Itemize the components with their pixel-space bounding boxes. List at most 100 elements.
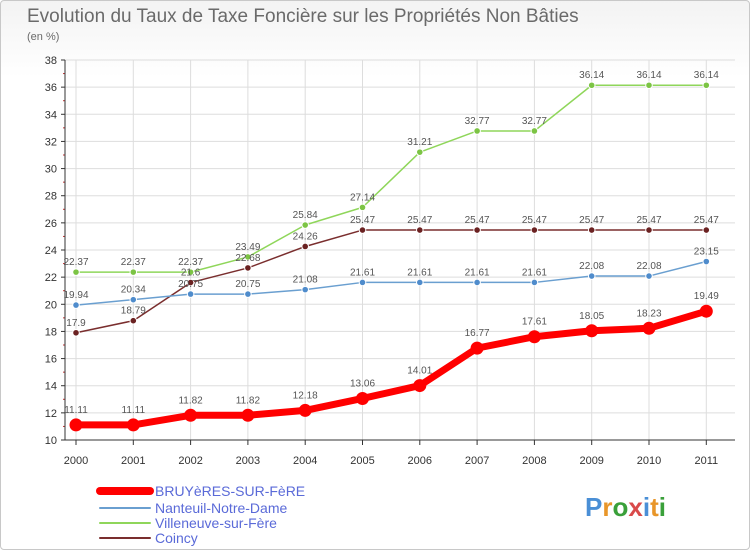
data-label: 18.79 bbox=[121, 306, 146, 317]
data-label: 25.47 bbox=[579, 215, 604, 226]
data-label: 25.47 bbox=[407, 215, 432, 226]
x-tick-label: 2001 bbox=[121, 455, 145, 467]
data-label: 19.94 bbox=[63, 290, 88, 301]
data-label: 25.84 bbox=[293, 210, 318, 221]
x-tick-label: 2003 bbox=[236, 455, 260, 467]
data-label: 11.82 bbox=[236, 395, 261, 406]
logo-letter: P bbox=[585, 492, 602, 522]
x-tick-label: 2000 bbox=[64, 455, 88, 467]
data-label: 22.37 bbox=[63, 257, 88, 268]
data-point bbox=[126, 418, 140, 432]
data-label: 23.15 bbox=[694, 247, 719, 258]
data-label: 27.14 bbox=[350, 192, 375, 203]
y-tick-label: 38 bbox=[45, 55, 57, 67]
data-label: 16.77 bbox=[465, 328, 490, 339]
data-point bbox=[184, 408, 198, 422]
data-point bbox=[129, 268, 138, 276]
y-tick-label: 32 bbox=[45, 136, 57, 148]
logo-letter: x bbox=[628, 492, 643, 522]
data-point bbox=[358, 203, 367, 212]
data-point bbox=[186, 290, 195, 298]
data-label: 19.49 bbox=[694, 291, 719, 302]
series-line bbox=[76, 84, 707, 273]
x-tick-label: 2007 bbox=[465, 455, 489, 467]
data-point bbox=[530, 127, 539, 135]
data-label: 17.61 bbox=[522, 317, 547, 328]
legend-label: Villeneuve-sur-Fère bbox=[155, 515, 277, 531]
y-tick-label: 20 bbox=[45, 299, 57, 311]
data-point bbox=[244, 264, 252, 272]
x-tick-label: 2011 bbox=[694, 455, 718, 467]
y-tick-label: 30 bbox=[45, 164, 57, 176]
axes: 10 12 14 16 18 20 22 24 26 28 30 32 34 36 38 2000 2001 20… bbox=[45, 55, 735, 467]
data-label: 22.08 bbox=[579, 261, 604, 272]
data-point bbox=[129, 295, 138, 304]
data-label: 23.49 bbox=[235, 242, 260, 253]
y-tick-label: 22 bbox=[45, 272, 57, 284]
data-point bbox=[244, 253, 252, 261]
data-label: 17.9 bbox=[66, 318, 86, 329]
x-tick-label: 2005 bbox=[350, 455, 374, 467]
data-label: 32.77 bbox=[522, 116, 547, 127]
y-tick-label: 28 bbox=[45, 191, 57, 203]
logo-letter: t bbox=[650, 492, 659, 522]
data-point bbox=[587, 272, 596, 280]
y-tick-label: 10 bbox=[45, 435, 57, 447]
data-point bbox=[413, 379, 427, 393]
x-tick-label: 2008 bbox=[522, 455, 546, 467]
y-tick-label: 26 bbox=[45, 218, 57, 230]
data-label: 11.82 bbox=[178, 395, 203, 406]
data-label: 18.05 bbox=[579, 311, 604, 322]
data-point bbox=[585, 324, 599, 338]
y-tick-label: 12 bbox=[45, 408, 57, 420]
data-point bbox=[69, 418, 83, 432]
data-point bbox=[702, 81, 711, 90]
x-tick-label: 2006 bbox=[408, 455, 432, 467]
y-tick-label: 34 bbox=[45, 109, 57, 121]
data-label: 11.11 bbox=[64, 405, 88, 416]
data-point bbox=[301, 242, 310, 251]
data-point bbox=[527, 330, 541, 344]
data-point bbox=[702, 226, 711, 234]
data-label: 21.61 bbox=[350, 267, 375, 278]
data-point bbox=[298, 403, 312, 417]
data-point bbox=[416, 278, 424, 287]
chart-unit-label: (en %) bbox=[27, 31, 59, 43]
logo-letter: i bbox=[643, 492, 650, 522]
data-point bbox=[473, 127, 481, 135]
data-point bbox=[587, 226, 596, 234]
data-label: 22.08 bbox=[636, 261, 661, 272]
data-point bbox=[301, 221, 310, 229]
proxiti-logo: Proxiti bbox=[585, 492, 666, 522]
data-point bbox=[358, 278, 367, 287]
data-label: 21.61 bbox=[465, 267, 490, 278]
data-label: 32.77 bbox=[465, 116, 490, 127]
legend: BRUYèRES-SUR-FèRENanteuil-Notre-DameVill… bbox=[96, 483, 305, 546]
proxiti-logo-text: Proxiti bbox=[585, 492, 666, 522]
data-label: 12.18 bbox=[293, 390, 318, 401]
data-point bbox=[301, 285, 310, 294]
data-point bbox=[702, 257, 711, 266]
data-point bbox=[645, 272, 653, 280]
data-label: 36.14 bbox=[694, 70, 719, 81]
data-point bbox=[358, 226, 367, 234]
data-label: 22.68 bbox=[235, 253, 260, 264]
y-tick-label: 24 bbox=[45, 245, 57, 257]
data-label: 24.26 bbox=[293, 231, 318, 242]
data-point bbox=[72, 268, 80, 276]
series-group bbox=[69, 81, 713, 432]
data-label: 21.6 bbox=[181, 268, 201, 279]
y-tick-label: 18 bbox=[45, 326, 57, 338]
x-tick-label: 2002 bbox=[178, 455, 202, 467]
data-label: 22.37 bbox=[121, 257, 146, 268]
chart-title: Evolution du Taux de Taxe Foncière sur l… bbox=[27, 6, 579, 27]
data-label: 18.23 bbox=[636, 308, 661, 319]
legend-label: Nanteuil-Notre-Dame bbox=[155, 500, 287, 516]
y-tick-label: 16 bbox=[45, 354, 57, 366]
series-line bbox=[76, 307, 708, 429]
data-label: 25.47 bbox=[694, 215, 719, 226]
x-tick-label: 2010 bbox=[637, 455, 661, 467]
series-line bbox=[75, 229, 707, 334]
